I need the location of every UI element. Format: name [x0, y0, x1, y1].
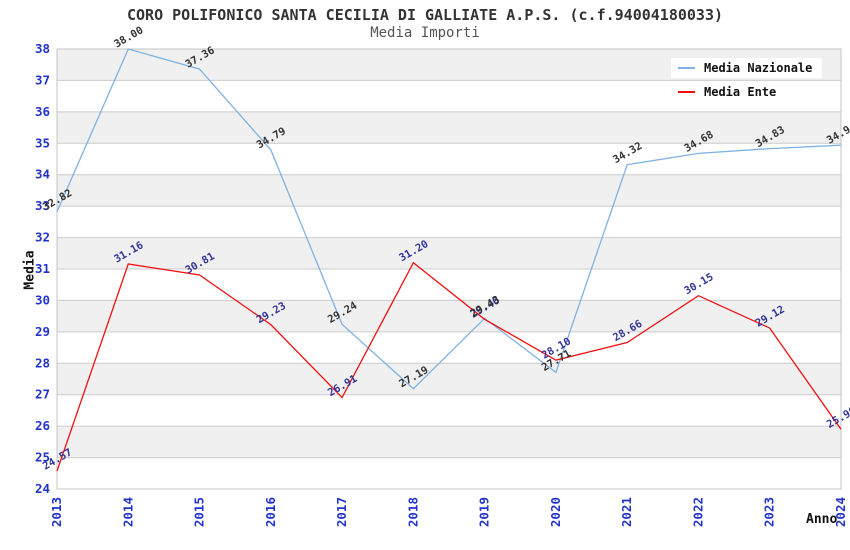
plot-band [57, 237, 841, 269]
media-ente-line[interactable] [56, 261, 842, 472]
y-tick-label: 34 [35, 167, 50, 182]
y-tick-label: 25 [35, 450, 50, 465]
x-tick-label: 2017 [334, 497, 349, 527]
y-tick-label: 36 [35, 104, 50, 119]
x-tick-label: 2023 [762, 497, 777, 527]
legend-label-media-ente: Media Ente [704, 85, 777, 99]
plot-band [57, 426, 841, 458]
plot-band [57, 269, 841, 301]
x-tick-label: 2022 [690, 497, 705, 527]
y-tick-label: 24 [35, 481, 50, 496]
x-tick-label: 2013 [49, 497, 64, 527]
legend-item-media-ente[interactable]: Media Ente [671, 82, 787, 102]
y-tick-label: 35 [35, 135, 50, 150]
plot-band [57, 143, 841, 175]
y-tick-label: 31 [35, 261, 50, 276]
y-tick-label: 37 [35, 72, 50, 87]
chart-title: CORO POLIFONICO SANTA CECILIA DI GALLIAT… [126, 6, 724, 24]
plot-band [57, 206, 841, 238]
y-tick-label: 26 [35, 418, 50, 433]
data-label: 38.00 [112, 24, 145, 50]
x-tick-label: 2014 [120, 497, 135, 527]
x-tick-label: 2021 [619, 497, 634, 527]
plot-band [57, 457, 841, 489]
y-tick-label: 30 [35, 292, 50, 307]
media-nazionale-line[interactable] [56, 48, 842, 390]
plot-border [56, 48, 842, 490]
plot-band [57, 111, 841, 144]
y-tick-label: 28 [35, 355, 50, 370]
x-tick-label: 2016 [263, 497, 278, 527]
plot-band [57, 394, 841, 427]
x-tick-label: 2015 [192, 497, 207, 527]
plot-band [57, 300, 841, 332]
media-nazionale-line-swatch [678, 67, 695, 69]
plot-band [57, 174, 841, 207]
plot-band [57, 363, 841, 395]
x-tick-label: 2024 [833, 497, 848, 527]
y-tick-label: 32 [35, 230, 50, 245]
x-tick-label: 2020 [548, 497, 563, 527]
y-tick-label: 29 [35, 324, 50, 339]
legend: Media Nazionale Media Ente [671, 58, 823, 102]
y-tick-label: 33 [35, 198, 50, 213]
x-tick-label: 2018 [405, 497, 420, 527]
media-ente-line-swatch [678, 91, 695, 93]
y-tick-label: 27 [35, 387, 50, 402]
legend-label-media-nazionale: Media Nazionale [704, 61, 813, 75]
y-tick-label: 38 [35, 41, 50, 56]
legend-item-media-nazionale[interactable]: Media Nazionale [671, 58, 823, 78]
plot-band [57, 331, 841, 364]
x-axis-title: Anno [806, 512, 838, 527]
chart-subtitle: Media Importi [370, 25, 480, 41]
x-tick-label: 2019 [477, 497, 492, 527]
